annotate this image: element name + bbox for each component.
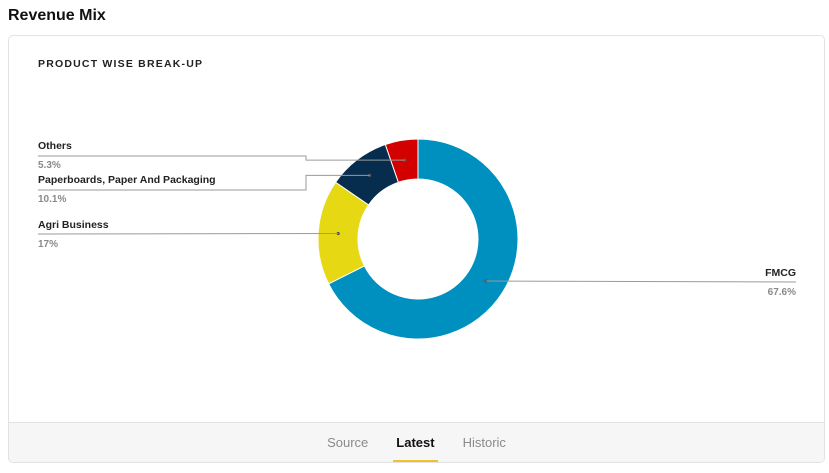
slice-value-fmcg: 67.6%: [768, 287, 796, 298]
slice-label-others: Others: [38, 140, 72, 152]
slice-label-agri-business: Agri Business: [38, 219, 109, 231]
page-title: Revenue Mix: [8, 7, 106, 24]
slice-value-others: 5.3%: [38, 160, 61, 171]
slice-label-paperboards-paper-and-packaging: Paperboards, Paper And Packaging: [38, 174, 216, 186]
tab-historic[interactable]: Historic: [462, 435, 506, 450]
donut-chart: Others 5.3% Paperboards, Paper And Packagi…: [37, 138, 797, 340]
leader-dot-agri-business: [336, 231, 340, 236]
tab-latest[interactable]: Latest: [393, 423, 438, 462]
leader-line-others: [38, 155, 405, 161]
leader-line-paperboards-paper-and-packaging: [38, 174, 370, 191]
slice-value-agri-business: 17%: [38, 239, 58, 250]
donut-slice-others[interactable]: [384, 138, 419, 183]
slice-value-paperboards-paper-and-packaging: 10.1%: [38, 194, 66, 205]
leader-line-agri-business: [37, 232, 339, 235]
chart-title: PRODUCT WISE BREAK-UP: [38, 58, 204, 70]
leader-line-fmcg: [486, 280, 797, 283]
slice-label-fmcg: FMCG: [765, 267, 796, 279]
footer-tabs-bar: Source Latest Historic: [9, 422, 824, 462]
tab-source[interactable]: Source: [327, 435, 369, 450]
chart-card: PRODUCT WISE BREAK-UP Others 5.3% Paperboa…: [8, 35, 825, 463]
leader-dot-fmcg: [484, 279, 488, 283]
donut-slice-fmcg[interactable]: [327, 138, 519, 340]
